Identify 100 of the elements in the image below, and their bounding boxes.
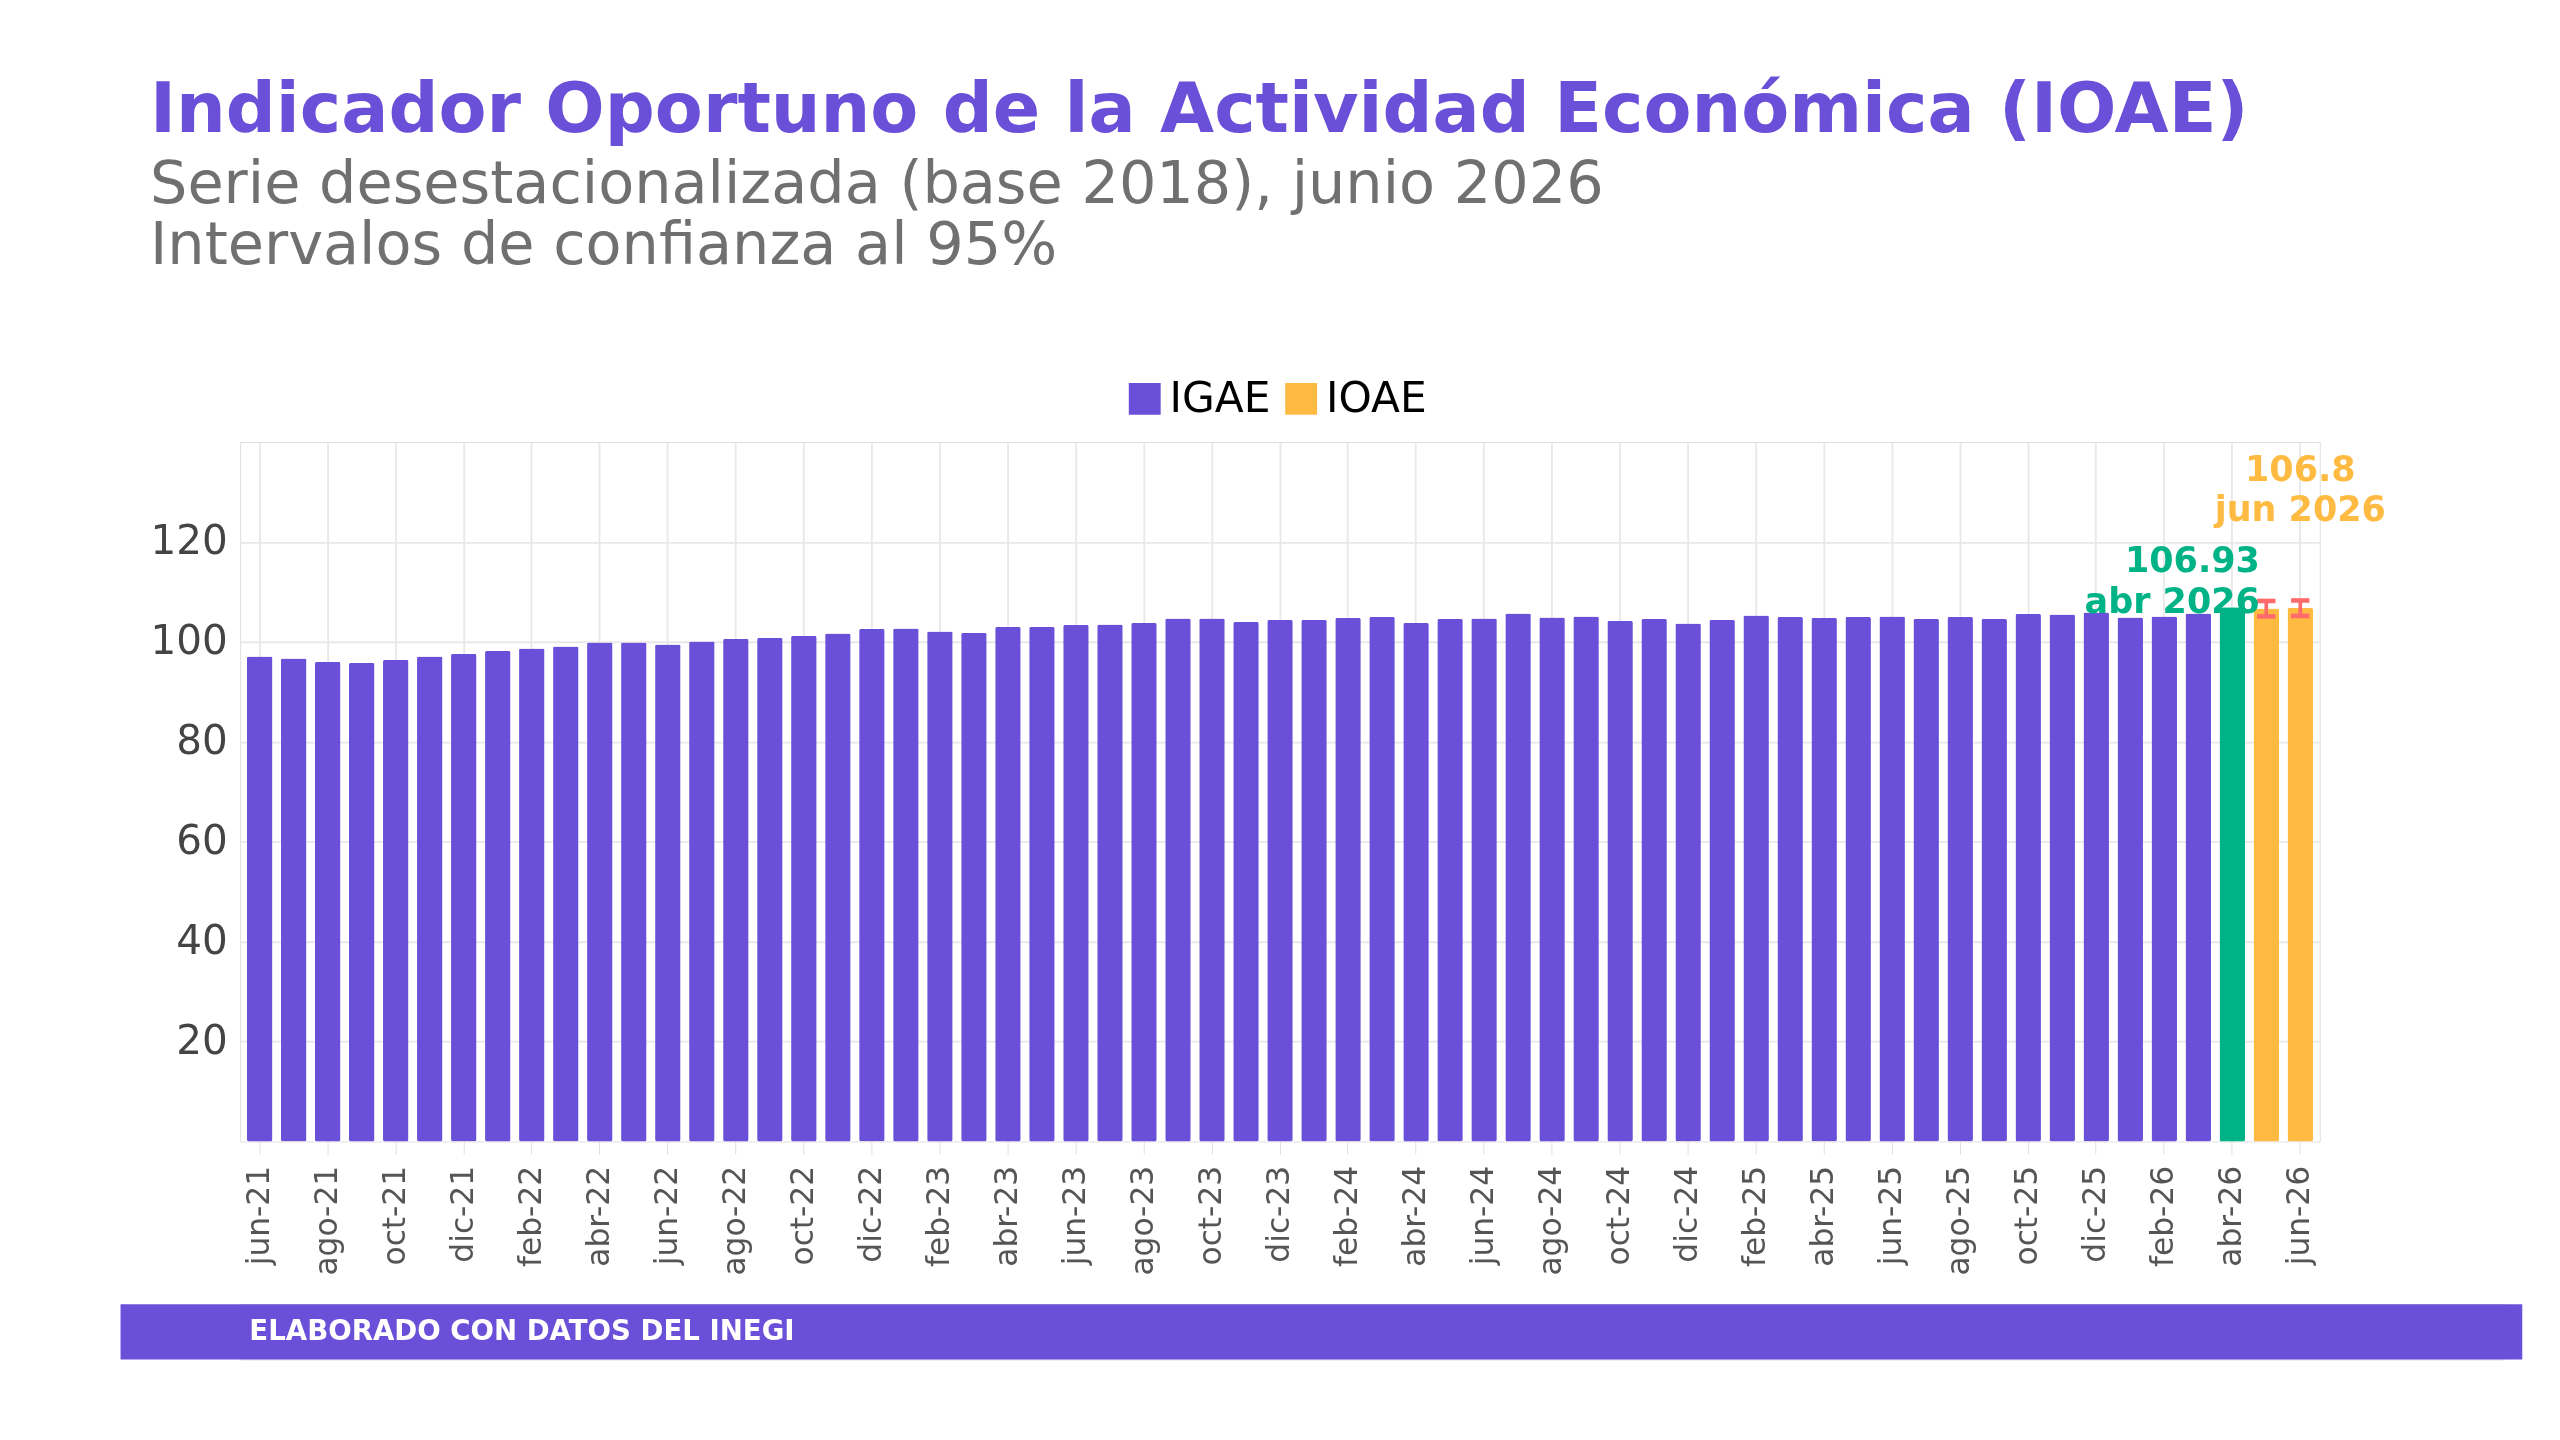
bar [2117,617,2143,1142]
chart-title: Indicador Oportuno de la Actividad Económica (IOAE) [150,66,2249,148]
legend-label: IOAE [1326,372,1427,422]
annotation: 106.8 jun 2026 [2212,448,2386,530]
x-tick-label: jun-21 [239,1165,276,1267]
x-tick-label: jun-26 [2280,1165,2317,1267]
x-tick-label: feb-23 [920,1165,957,1267]
bar [1539,617,1565,1142]
bar [2185,613,2211,1142]
x-tick-label: dic-25 [2076,1165,2113,1263]
bar [1471,618,1497,1142]
bar [1267,619,1293,1142]
x-tick-label: feb-24 [1328,1165,1365,1267]
bar [1947,616,1973,1142]
x-tick-label: abr-24 [1396,1165,1433,1267]
bar [1845,616,1871,1142]
x-tick-label: abr-26 [2212,1165,2249,1267]
bar [280,658,307,1142]
chart-subtitle: Serie desestacionalizada (base 2018), junio 2026 Intervalos de confianza al 95% [150,147,1604,278]
bar [1811,617,1837,1142]
bar [1335,617,1361,1142]
x-tick-label: dic-22 [852,1165,889,1263]
bar [519,648,545,1142]
x-tick-label: jun-24 [1464,1165,1501,1267]
bar [2049,614,2075,1142]
y-tick-label: 120 [150,516,228,565]
bar [1165,618,1191,1142]
bar [1709,619,1735,1142]
x-tick-label: jun-22 [648,1165,685,1267]
x-tick-label: jun-25 [1872,1165,1909,1267]
x-tick-label: ago-24 [1532,1165,1569,1276]
bar [314,661,341,1142]
bar [2015,613,2041,1142]
bar [1879,616,1905,1142]
bar [2083,612,2109,1142]
x-tick-label: dic-23 [1260,1165,1297,1263]
x-tick-label: dic-21 [443,1165,480,1263]
bar [723,638,749,1142]
bar [1403,622,1429,1142]
bar [859,628,885,1142]
bar [451,653,477,1142]
bar [553,646,579,1142]
bar [1233,621,1259,1142]
bar [825,633,851,1142]
bar [1777,616,1803,1142]
bar [2287,607,2314,1142]
bar [349,662,375,1142]
text: ELABORADO CON DATOS DEL INEGI [249,1314,795,1348]
bar [1029,626,1055,1142]
y-tick-label: 20 [176,1015,228,1064]
x-tick-label: abr-23 [988,1165,1025,1267]
bar [961,632,987,1142]
bar [246,656,273,1142]
y-tick-label: 60 [176,816,228,865]
x-tick-label: dic-24 [1668,1165,1705,1263]
bar [655,644,681,1142]
x-tick-label: oct-21 [375,1165,412,1266]
bar [1131,622,1157,1142]
x-tick-label: ago-25 [1940,1165,1977,1276]
y-tick-label: 100 [150,616,228,665]
bar [1437,618,1463,1142]
bar [1913,618,1939,1142]
x-tick-label: feb-22 [512,1165,548,1267]
x-tick-label: oct-23 [1192,1165,1229,1266]
bar [1301,619,1327,1142]
x-tick-label: ago-22 [716,1165,753,1276]
bar [1573,616,1599,1142]
bar [383,659,409,1142]
bar [417,656,443,1142]
bar [1675,623,1701,1142]
bar [1097,624,1123,1142]
bar [995,626,1021,1142]
bar [485,650,511,1142]
bar [893,628,919,1142]
x-tick-label: abr-25 [1804,1165,1841,1267]
bar [2151,616,2177,1142]
bar [689,641,715,1142]
bar [587,642,613,1142]
bar [1743,615,1769,1142]
x-tick-label: oct-25 [2008,1165,2045,1266]
x-tick-label: ago-21 [307,1165,344,1276]
bar [1369,616,1395,1142]
bar [791,635,817,1142]
x-tick-label: jun-23 [1056,1165,1093,1267]
bar [1981,618,2007,1142]
bar [1641,618,1667,1142]
x-tick-label: abr-22 [580,1165,617,1267]
bar [621,642,647,1142]
x-tick-label: feb-26 [2144,1165,2181,1267]
bar [1607,620,1633,1142]
y-tick-label: 40 [176,916,228,965]
bar [927,631,953,1142]
x-tick-label: oct-24 [1600,1165,1637,1266]
y-tick-label: 80 [176,716,228,765]
bar [1505,613,1531,1142]
x-tick-label: oct-22 [784,1165,821,1266]
bar [757,637,783,1142]
x-tick-label: ago-23 [1124,1165,1161,1276]
bar [1199,618,1225,1142]
bar [1063,624,1089,1142]
